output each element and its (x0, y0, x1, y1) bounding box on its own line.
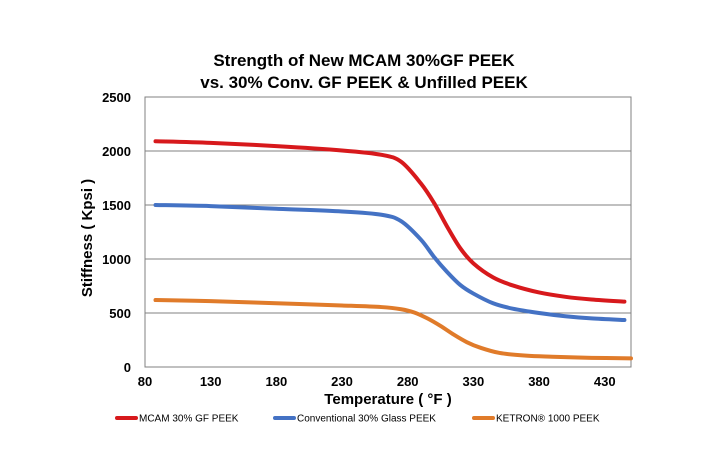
y-tick-label: 1500 (102, 198, 131, 213)
x-tick-label: 330 (463, 374, 485, 389)
y-tick-label: 0 (124, 360, 131, 375)
y-tick-label: 2000 (102, 144, 131, 159)
y-tick-label: 500 (109, 306, 131, 321)
y-axis-label: Stiffness ( Kpsi ) (79, 179, 96, 297)
x-tick-label: 230 (331, 374, 353, 389)
legend: MCAM 30% GF PEEK Conventional 30% Glass P… (115, 414, 600, 425)
y-tick-label: 1000 (102, 252, 131, 267)
plot-area-border (144, 96, 632, 368)
series-line-1 (153, 203, 627, 323)
legend-label-1: Conventional 30% Glass PEEK (297, 414, 436, 425)
chart-title-line1: Strength of New MCAM 30%GF PEEK (213, 51, 515, 70)
chart-title-line2: vs. 30% Conv. GF PEEK & Unfilled PEEK (200, 73, 528, 92)
series-line-2 (153, 298, 633, 361)
x-tick-label: 280 (397, 374, 419, 389)
x-tick-label: 180 (265, 374, 287, 389)
x-tick-label: 80 (138, 374, 152, 389)
series-line-0 (153, 139, 627, 304)
x-tick-label: 130 (200, 374, 222, 389)
x-tick-labels: 80 130 180 230 280 330 380 430 (138, 374, 616, 389)
y-tick-label: 2500 (102, 90, 131, 105)
x-tick-label: 380 (528, 374, 550, 389)
legend-label-2: KETRON® 1000 PEEK (496, 414, 600, 425)
legend-label-0: MCAM 30% GF PEEK (139, 414, 239, 425)
y-tick-labels: 0 500 1000 1500 2000 2500 (102, 90, 131, 375)
x-axis-label: Temperature ( °F ) (324, 391, 451, 408)
series-lines (153, 139, 633, 361)
x-tick-label: 430 (594, 374, 616, 389)
